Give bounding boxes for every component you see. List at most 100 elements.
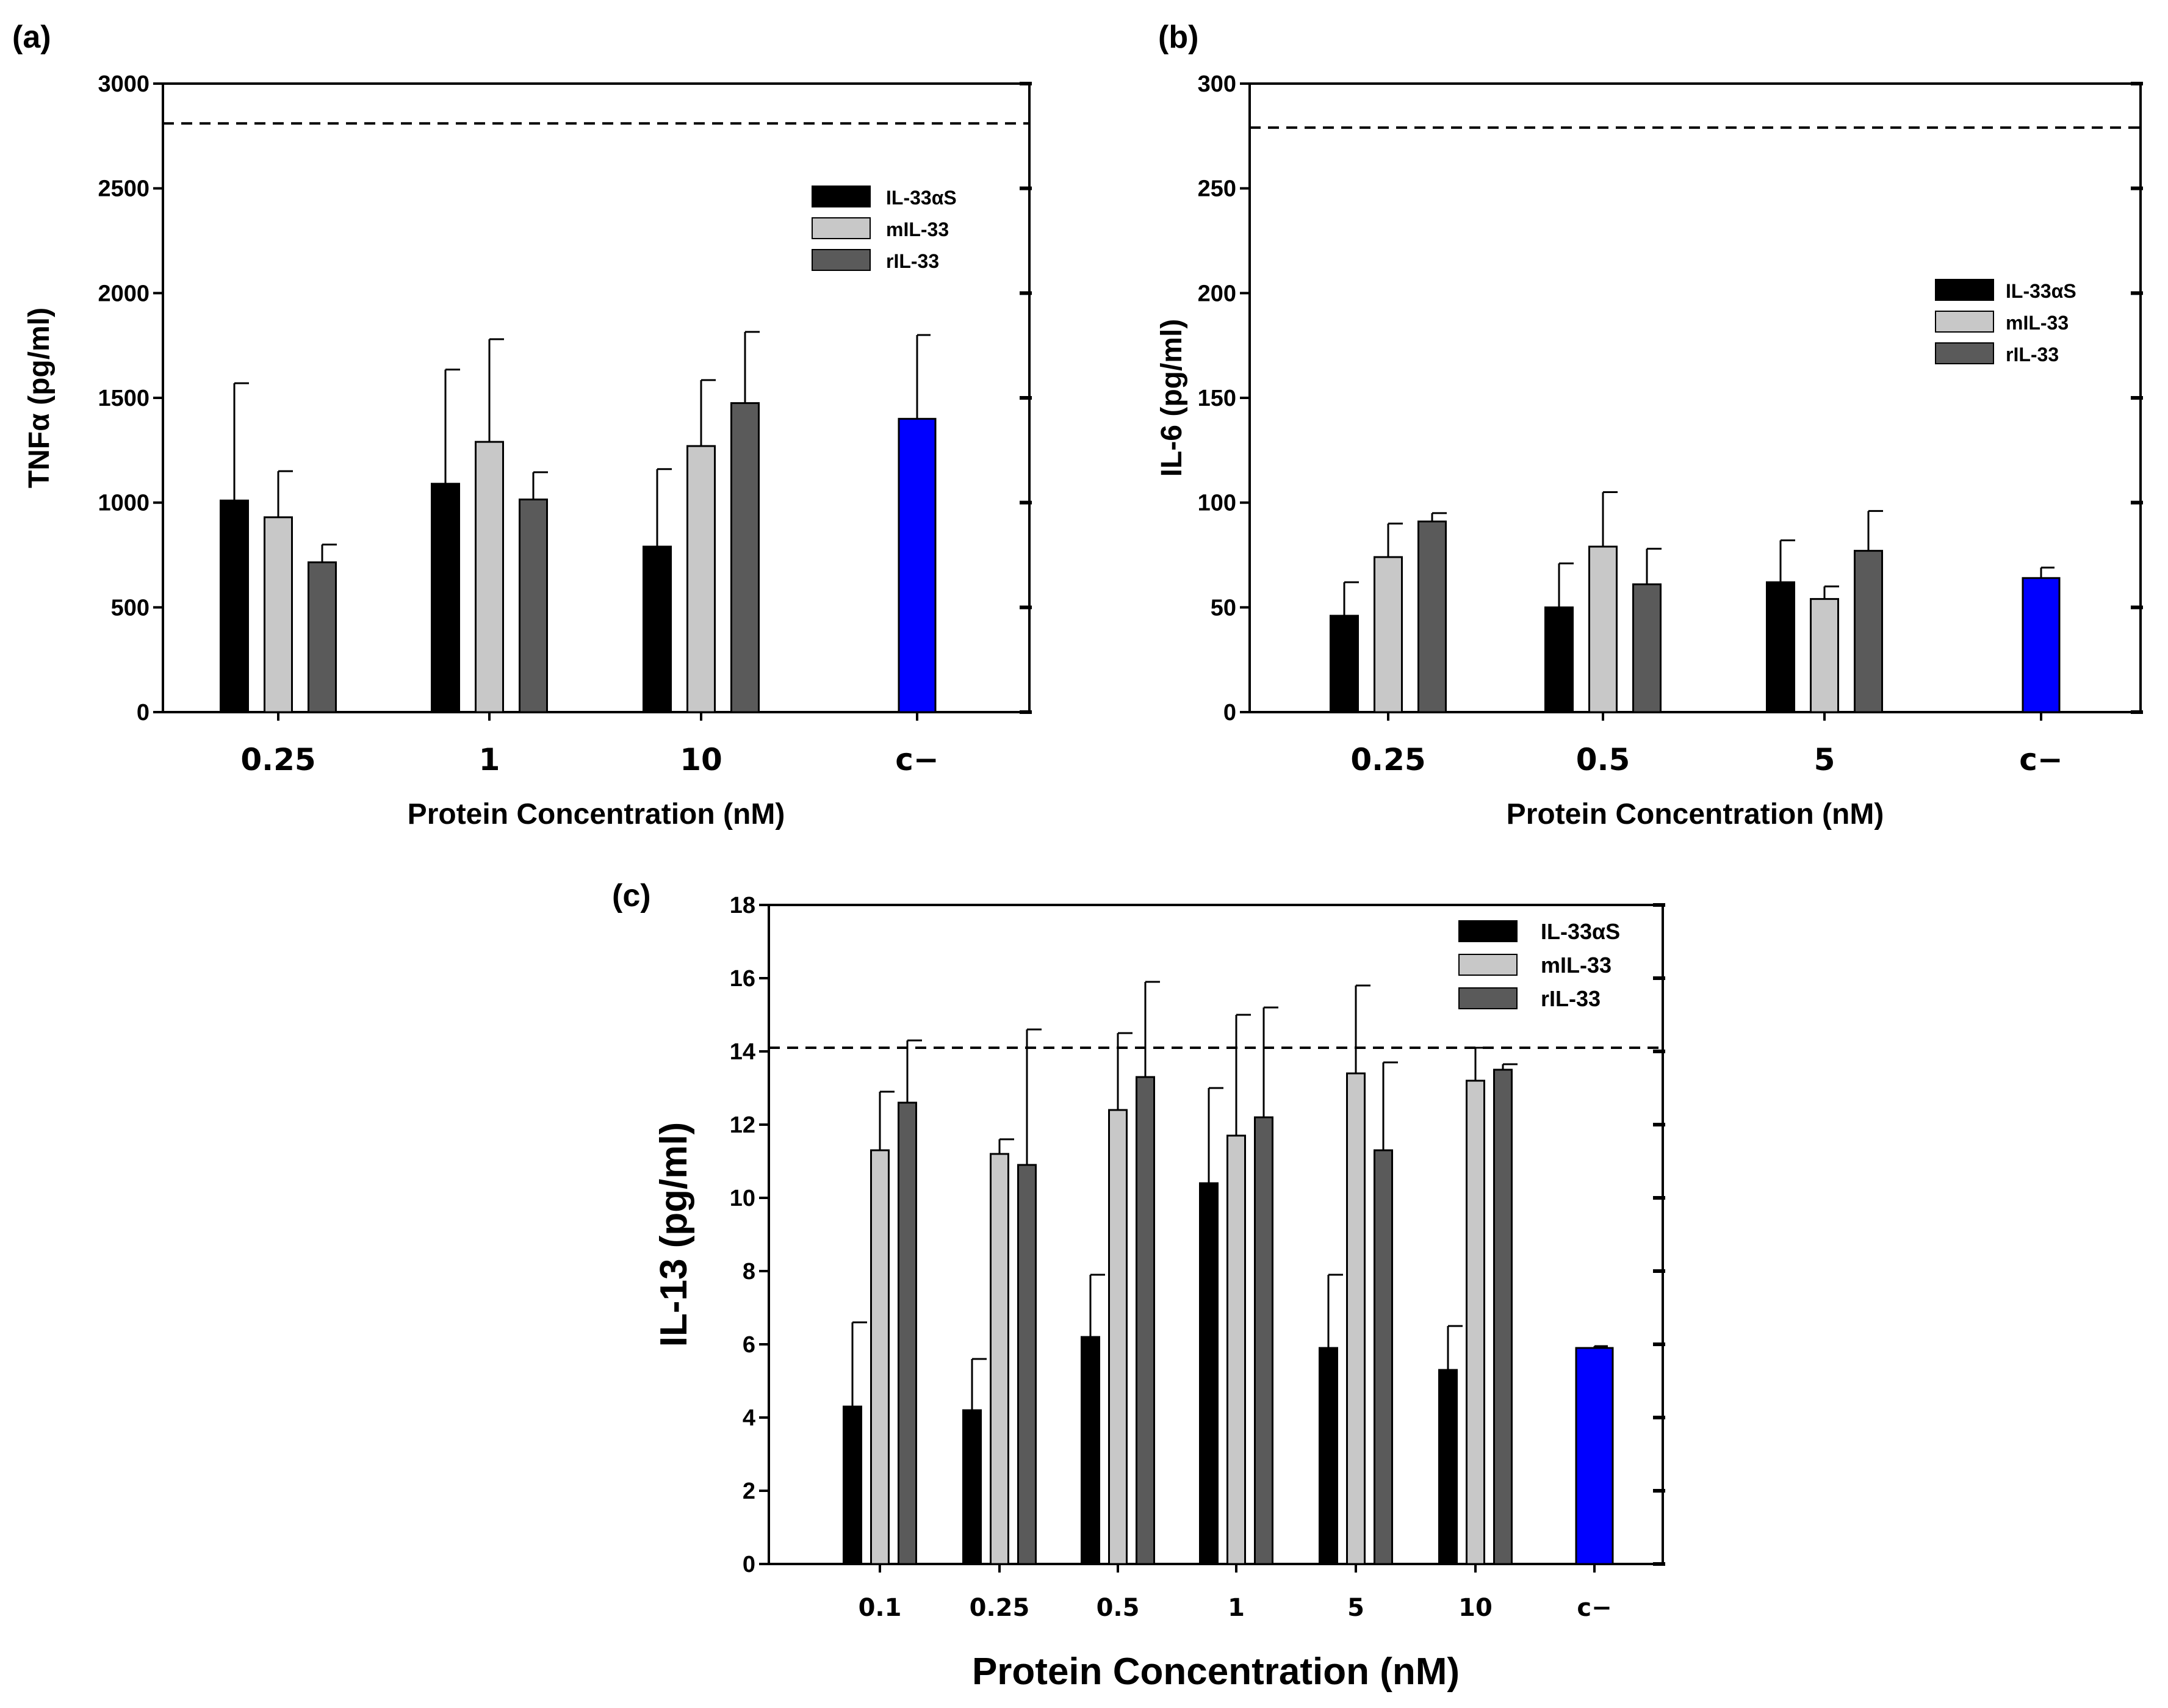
y-axis-title: IL-13 (pg/ml): [653, 1122, 695, 1347]
legend-swatch: [812, 217, 871, 239]
bar-a-0-0: [220, 499, 249, 713]
x-tick-label: 0.5: [1576, 742, 1630, 777]
x-tick-label: 1: [479, 742, 500, 777]
legend-swatch: [1458, 987, 1518, 1009]
legend-swatch: [1458, 954, 1518, 976]
legend-swatch: [1935, 342, 1994, 364]
legend-label: IL-33αS: [2006, 280, 2076, 302]
chart-panel-c: (c) 0 2 4 6 8 10 12 14 16 18 0.1 0.25 0.5 1 5 10 c− Protei…: [612, 878, 1665, 1693]
y-tick-label: 300: [1198, 71, 1236, 97]
x-tick-label: 5: [1347, 1594, 1364, 1622]
bar-c-2-1: [1108, 1109, 1128, 1565]
bar-c-1-1: [990, 1153, 1009, 1565]
control-bar: [898, 417, 937, 713]
x-axis-title: Protein Concentration (nM): [1507, 798, 1884, 831]
legend-label: IL-33αS: [1541, 919, 1620, 944]
legend-label: mIL-33: [2006, 312, 2069, 334]
y-tick-label: 10: [730, 1186, 755, 1211]
y-tick-label: 4: [743, 1405, 755, 1431]
bar-b-2-0: [1766, 581, 1795, 713]
bar-c-4-1: [1346, 1072, 1366, 1565]
control-bar: [1575, 1347, 1614, 1565]
y-tick-label: 0: [137, 700, 149, 726]
legend: IL-33αS mIL-33 rIL-33: [812, 186, 957, 272]
y-tick-label: 3000: [98, 71, 149, 97]
y-tick-label: 1500: [98, 386, 149, 411]
panel-label: (a): [12, 20, 51, 55]
legend-label: IL-33αS: [886, 187, 957, 209]
bar-c-2-0: [1081, 1336, 1100, 1565]
x-tick-label: 0.25: [240, 742, 315, 777]
y-tick-label: 250: [1198, 176, 1236, 202]
y-tick-label: 2000: [98, 281, 149, 306]
y-tick-label: 8: [743, 1259, 755, 1285]
bar-b-0-0: [1330, 614, 1359, 713]
bar-b-0-1: [1374, 556, 1403, 713]
bar-c-0-1: [870, 1149, 890, 1565]
y-tick-label: 2: [743, 1479, 755, 1504]
bar-a-1-2: [519, 499, 548, 713]
legend-label: rIL-33: [2006, 344, 2059, 366]
y-tick-label: 200: [1198, 281, 1236, 306]
bar-c-0-0: [843, 1405, 862, 1565]
bar-b-2-2: [1854, 550, 1883, 713]
x-tick-label: 1: [1228, 1594, 1245, 1622]
x-tick-label: 5: [1814, 742, 1835, 777]
legend-swatch: [1458, 920, 1518, 942]
legend-label: mIL-33: [886, 218, 949, 240]
bar-c-5-2: [1493, 1068, 1513, 1565]
bar-c-0-2: [898, 1101, 917, 1565]
x-tick-label: 0.25: [1350, 742, 1425, 777]
bar-c-3-0: [1199, 1182, 1219, 1565]
y-tick-label: 1000: [98, 491, 149, 516]
bar-c-4-0: [1319, 1347, 1338, 1565]
x-axis-title: Protein Concentration (nM): [972, 1651, 1460, 1693]
legend: IL-33αS mIL-33 rIL-33: [1458, 919, 1620, 1011]
bar-b-1-0: [1544, 606, 1574, 713]
bar-c-1-2: [1017, 1164, 1037, 1565]
legend-label: rIL-33: [1541, 986, 1601, 1011]
x-tick-label: 0.25: [970, 1594, 1030, 1622]
chart-panel-a: (a) 0 500 1000 1500 2000 2500 3000 0.25 1 10 c− Prot…: [12, 20, 1032, 831]
x-tick-label: c−: [1577, 1594, 1612, 1622]
y-tick-label: 100: [1198, 491, 1236, 516]
y-axis-title: TNFα (pg/ml): [23, 308, 56, 488]
x-tick-label: 0.1: [859, 1594, 902, 1622]
y-tick-label: 6: [743, 1332, 755, 1358]
legend-swatch: [812, 186, 871, 207]
y-tick-label: 500: [111, 595, 149, 621]
bar-b-1-2: [1632, 583, 1662, 713]
x-tick-label: c−: [2019, 742, 2063, 777]
bar-a-2-1: [686, 445, 716, 713]
bar-a-0-1: [264, 516, 293, 713]
legend-swatch: [812, 249, 871, 271]
chart-panel-b: (b) 0 50 100 150 200 250 300 0.25 0.5 5 c− Protein C…: [1156, 20, 2143, 831]
y-tick-label: 0: [1223, 700, 1236, 726]
bar-a-1-1: [475, 441, 504, 713]
x-axis-title: Protein Concentration (nM): [408, 798, 785, 831]
y-tick-label: 16: [730, 966, 755, 992]
bar-b-0-2: [1417, 521, 1447, 713]
y-axis-title: IL-6 (pg/ml): [1156, 319, 1188, 477]
y-tick-label: 18: [730, 893, 755, 918]
y-tick-label: 0: [743, 1552, 755, 1577]
bar-c-5-0: [1438, 1369, 1458, 1565]
x-tick-label: c−: [895, 742, 939, 777]
control-bar: [2022, 577, 2061, 713]
bar-b-1-1: [1588, 546, 1618, 713]
panel-label: (b): [1158, 20, 1198, 55]
y-tick-label: 50: [1211, 595, 1236, 621]
bar-c-1-0: [962, 1409, 982, 1565]
legend-label: mIL-33: [1541, 953, 1612, 978]
bar-a-1-0: [431, 483, 460, 713]
bar-a-2-0: [643, 546, 672, 713]
panel-label: (c): [612, 878, 651, 913]
y-tick-label: 14: [730, 1039, 755, 1065]
bar-c-3-2: [1254, 1116, 1273, 1565]
x-tick-label: 0.5: [1097, 1594, 1140, 1622]
bar-a-0-2: [308, 561, 337, 713]
legend-label: rIL-33: [886, 250, 939, 272]
y-tick-label: 12: [730, 1112, 755, 1138]
bar-b-2-1: [1810, 598, 1839, 713]
